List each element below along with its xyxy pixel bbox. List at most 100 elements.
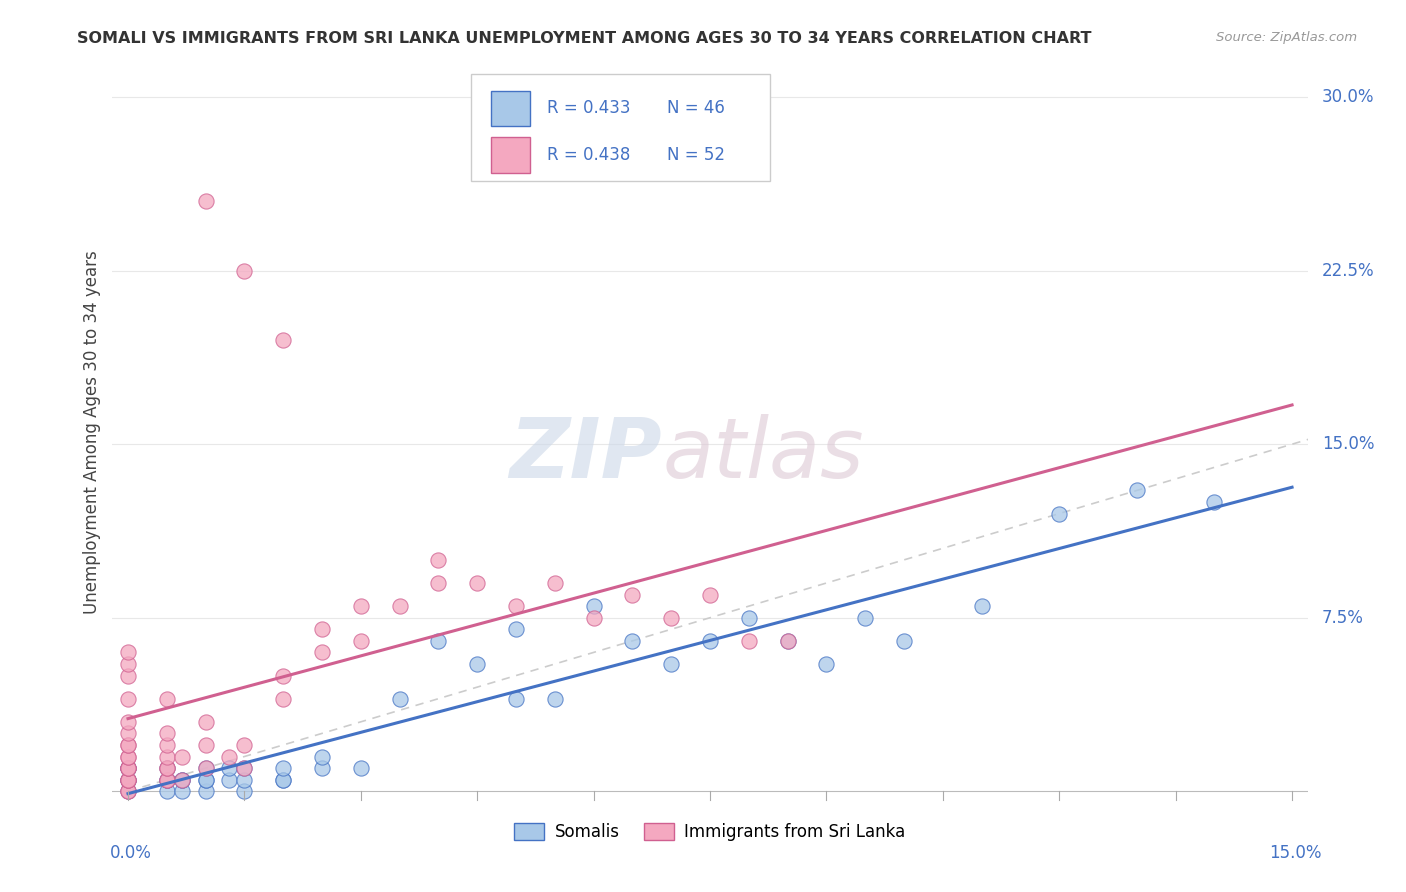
Point <box>659 657 682 671</box>
Point <box>621 588 644 602</box>
Point <box>156 749 179 764</box>
Point <box>218 761 240 775</box>
Point <box>117 761 139 775</box>
Point <box>117 761 139 775</box>
Point <box>350 633 373 648</box>
Point <box>1126 483 1149 498</box>
Point <box>505 599 527 614</box>
Point <box>194 784 217 798</box>
Point <box>156 761 179 775</box>
Point <box>427 633 450 648</box>
Point <box>172 772 194 787</box>
Point <box>388 599 411 614</box>
Point <box>117 784 139 798</box>
Point <box>117 691 139 706</box>
Point <box>156 726 179 740</box>
Point <box>194 194 217 209</box>
Point <box>271 772 294 787</box>
FancyBboxPatch shape <box>491 137 530 173</box>
Point <box>271 772 294 787</box>
Point <box>233 738 256 752</box>
Point <box>311 622 333 636</box>
Point <box>156 772 179 787</box>
Text: SOMALI VS IMMIGRANTS FROM SRI LANKA UNEMPLOYMENT AMONG AGES 30 TO 34 YEARS CORRE: SOMALI VS IMMIGRANTS FROM SRI LANKA UNEM… <box>77 31 1092 46</box>
Point <box>233 772 256 787</box>
Text: 22.5%: 22.5% <box>1322 261 1375 280</box>
Point <box>117 749 139 764</box>
Point <box>271 761 294 775</box>
Point <box>156 784 179 798</box>
Point <box>117 761 139 775</box>
Point <box>271 691 294 706</box>
Point <box>117 772 139 787</box>
Point <box>117 738 139 752</box>
Point <box>311 749 333 764</box>
FancyBboxPatch shape <box>471 73 770 181</box>
Point <box>233 263 256 277</box>
Point <box>117 749 139 764</box>
Point <box>853 611 876 625</box>
Point <box>738 633 761 648</box>
Point <box>350 761 373 775</box>
Point <box>427 553 450 567</box>
Point <box>699 633 721 648</box>
Point <box>117 738 139 752</box>
Point <box>156 691 179 706</box>
Point <box>172 772 194 787</box>
Point <box>194 761 217 775</box>
Point <box>233 761 256 775</box>
Point <box>1047 507 1070 521</box>
Text: 30.0%: 30.0% <box>1322 88 1375 106</box>
Point <box>388 691 411 706</box>
Text: 0.0%: 0.0% <box>110 844 152 862</box>
Point <box>117 772 139 787</box>
Point <box>156 772 179 787</box>
Point <box>172 749 194 764</box>
Point <box>815 657 838 671</box>
Point <box>427 576 450 591</box>
Point <box>544 576 567 591</box>
Point <box>893 633 915 648</box>
Point <box>738 611 761 625</box>
Point <box>621 633 644 648</box>
Point <box>117 784 139 798</box>
Point <box>1204 495 1226 509</box>
Point <box>218 772 240 787</box>
Point <box>117 714 139 729</box>
Point <box>271 333 294 347</box>
Point <box>544 691 567 706</box>
Text: N = 46: N = 46 <box>666 99 725 118</box>
Point <box>172 784 194 798</box>
Point <box>117 726 139 740</box>
Text: ZIP: ZIP <box>509 414 662 495</box>
Point <box>117 772 139 787</box>
Point <box>350 599 373 614</box>
Y-axis label: Unemployment Among Ages 30 to 34 years: Unemployment Among Ages 30 to 34 years <box>83 251 101 615</box>
Text: atlas: atlas <box>662 414 863 495</box>
Point <box>156 761 179 775</box>
Point <box>970 599 993 614</box>
Text: N = 52: N = 52 <box>666 146 725 164</box>
Point <box>156 761 179 775</box>
Text: 15.0%: 15.0% <box>1270 844 1322 862</box>
Point <box>117 668 139 682</box>
FancyBboxPatch shape <box>491 91 530 126</box>
Point <box>465 576 488 591</box>
Point <box>311 761 333 775</box>
Point <box>233 761 256 775</box>
Point <box>465 657 488 671</box>
Point <box>194 738 217 752</box>
Point <box>194 761 217 775</box>
Point <box>311 645 333 659</box>
Point <box>194 772 217 787</box>
Point <box>117 784 139 798</box>
Point <box>582 611 605 625</box>
Point <box>505 691 527 706</box>
Point <box>505 622 527 636</box>
Text: R = 0.433: R = 0.433 <box>547 99 631 118</box>
Legend: Somalis, Immigrants from Sri Lanka: Somalis, Immigrants from Sri Lanka <box>508 816 912 847</box>
Point <box>117 645 139 659</box>
Text: 15.0%: 15.0% <box>1322 435 1375 453</box>
Point <box>117 761 139 775</box>
Point <box>271 668 294 682</box>
